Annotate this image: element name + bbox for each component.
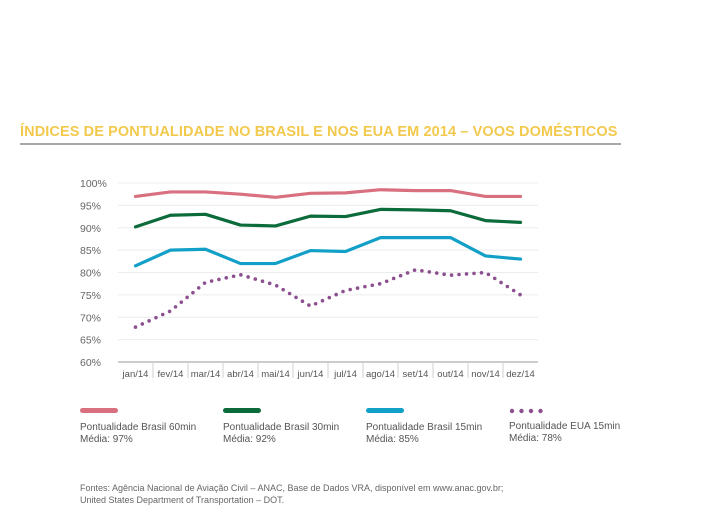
x-tick-label: out/14 (437, 369, 463, 380)
series-line (136, 209, 521, 226)
series-line (136, 270, 521, 327)
y-axis: 60% 65% 70% 75% 80% 85% 90% 95% 100% (80, 178, 107, 369)
legend-label: Pontualidade EUA 15min (509, 421, 649, 433)
legend-item-brasil-15min: Pontualidade Brasil 15min Média: 85% (366, 408, 506, 446)
y-tick-label: 95% (80, 200, 101, 212)
legend-swatch (80, 408, 118, 413)
x-tick-label: nov/14 (471, 369, 500, 380)
source-line-2: United States Department of Transportati… (80, 495, 503, 506)
y-tick-label: 75% (80, 290, 101, 302)
legend-label: Pontualidade Brasil 30min (223, 422, 363, 434)
x-tick-label: mai/14 (261, 369, 290, 380)
legend-swatch (223, 408, 261, 413)
legend-swatch (509, 408, 549, 414)
x-tick-label: mar/14 (191, 369, 221, 380)
line-chart: 60% 65% 70% 75% 80% 85% 90% 95% 100% jan/14 fev/1… (0, 0, 722, 400)
x-tick-label: dez/14 (506, 369, 535, 380)
series-4 (135, 270, 520, 327)
legend-average: Média: 78% (509, 433, 649, 445)
y-tick-label: 85% (80, 245, 101, 257)
series-lines (135, 190, 520, 327)
series-2 (135, 209, 520, 226)
legend-item-eua-15min: Pontualidade EUA 15min Média: 78% (509, 408, 649, 445)
series-1 (135, 190, 520, 198)
x-tick-label: fev/14 (158, 369, 184, 380)
series-line (136, 190, 521, 198)
y-tick-label: 70% (80, 312, 101, 324)
legend-item-brasil-30min: Pontualidade Brasil 30min Média: 92% (223, 408, 363, 446)
series-3 (135, 238, 520, 266)
legend-average: Média: 92% (223, 434, 363, 446)
y-tick-label: 90% (80, 223, 101, 235)
x-tick-label: jan/14 (122, 369, 149, 380)
x-axis: jan/14 fev/14 mar/14 abr/14 mai/14 jun/14 jul/… (122, 362, 535, 380)
legend-item-brasil-60min: Pontualidade Brasil 60min Média: 97% (80, 408, 220, 446)
y-tick-label: 100% (80, 178, 107, 190)
legend-swatch (366, 408, 404, 413)
y-tick-label: 60% (80, 357, 101, 369)
legend-label: Pontualidade Brasil 60min (80, 422, 220, 434)
y-tick-label: 65% (80, 335, 101, 347)
x-tick-label: set/14 (403, 369, 429, 380)
x-tick-label: ago/14 (366, 369, 395, 380)
x-tick-label: jun/14 (297, 369, 324, 380)
x-tick-label: jul/14 (333, 369, 357, 380)
source-note: Fontes: Agência Nacional de Aviação Civi… (80, 483, 503, 506)
y-tick-label: 80% (80, 268, 101, 280)
legend-average: Média: 85% (366, 434, 506, 446)
series-line (136, 238, 521, 266)
source-line-1: Fontes: Agência Nacional de Aviação Civi… (80, 483, 503, 495)
x-tick-label: abr/14 (227, 369, 254, 380)
legend-label: Pontualidade Brasil 15min (366, 422, 506, 434)
legend-average: Média: 97% (80, 434, 220, 446)
